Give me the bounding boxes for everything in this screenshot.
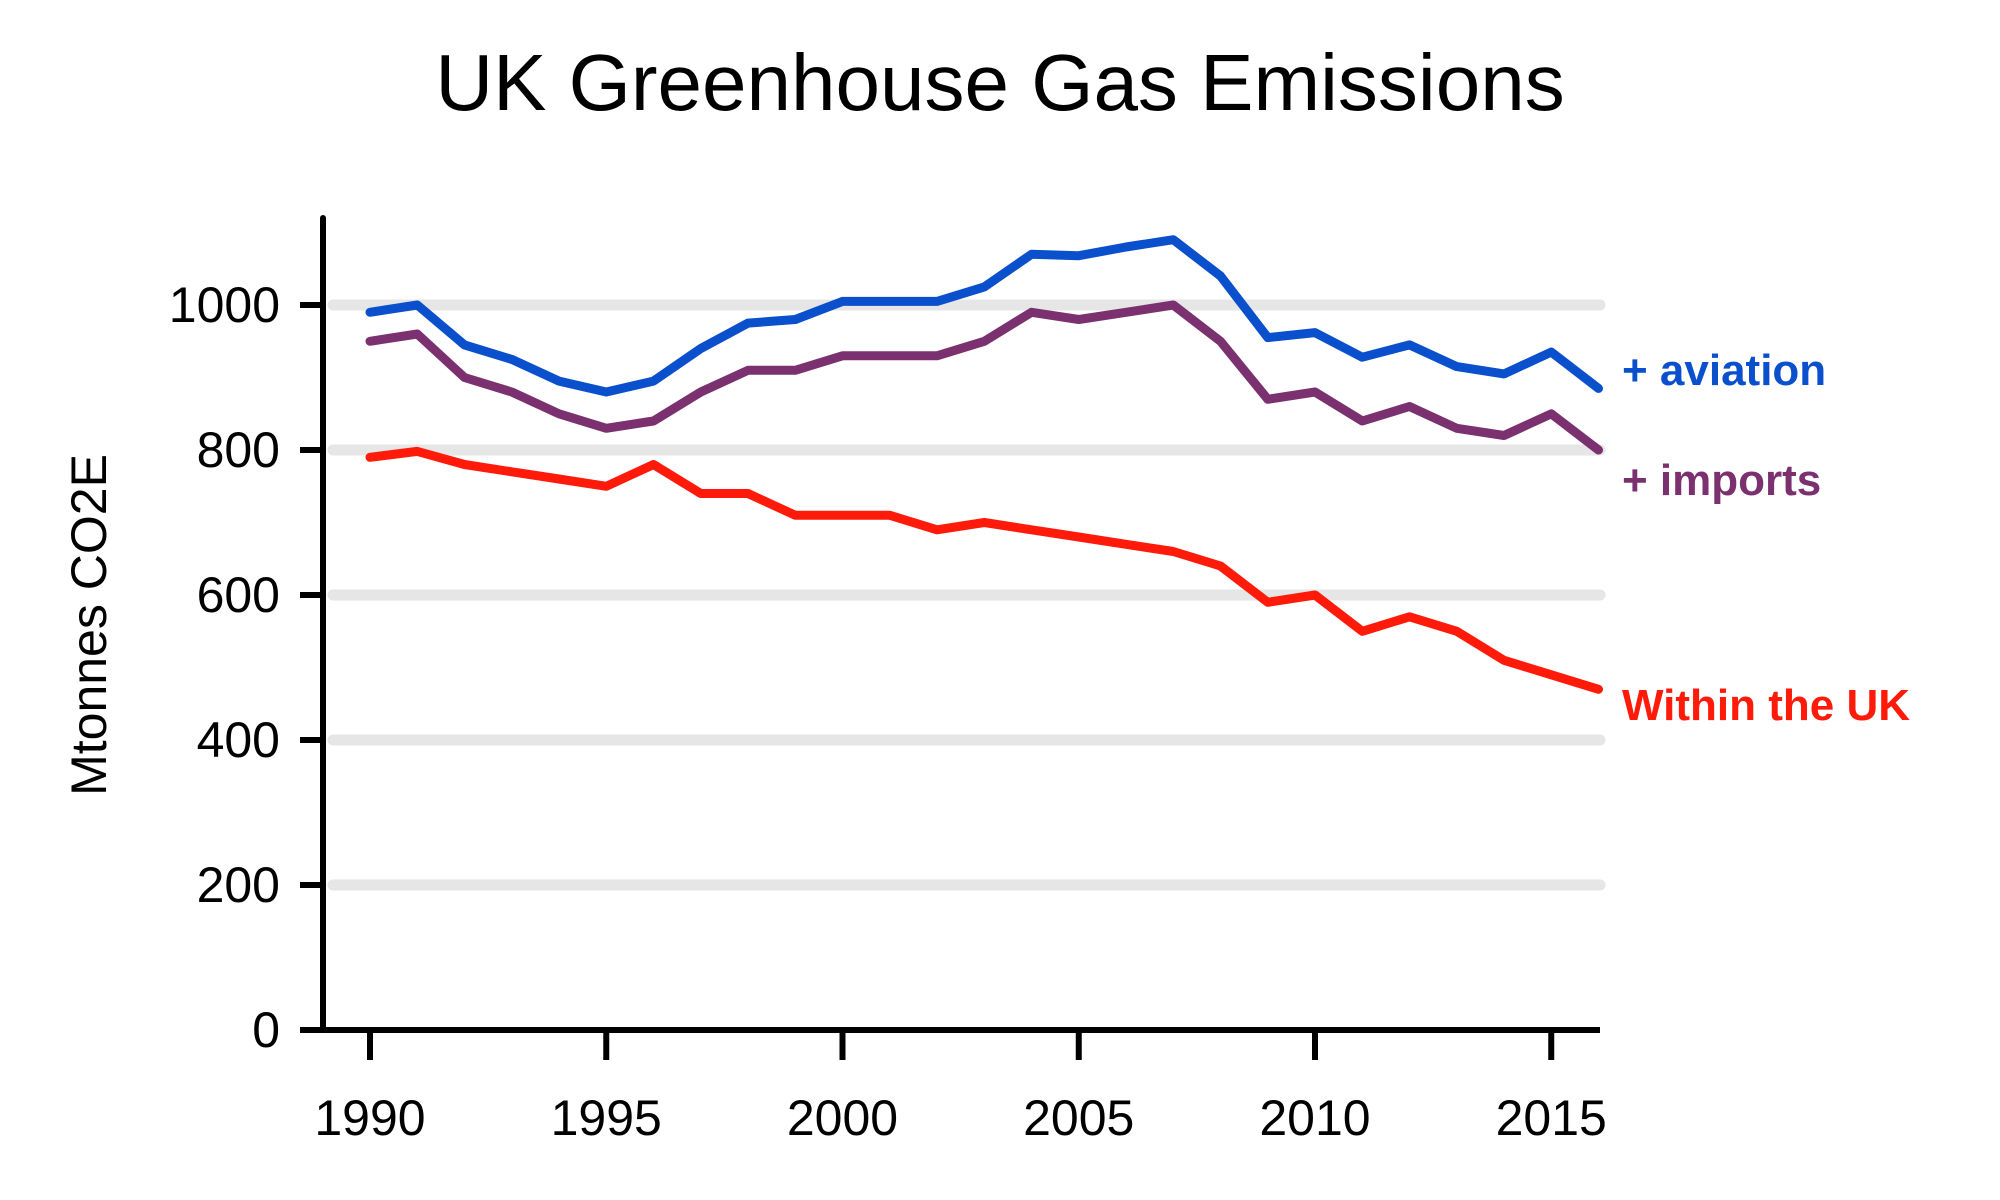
- x-tick-label-2015: 2015: [1496, 1090, 1607, 1146]
- series-line-imports: [365, 300, 1603, 455]
- y-tick-label-0: 0: [252, 1002, 280, 1058]
- x-tick-label-2010: 2010: [1259, 1090, 1370, 1146]
- gridlines: [327, 299, 1606, 891]
- series-line-within-the-uk: [365, 446, 1603, 694]
- chart-title: UK Greenhouse Gas Emissions: [435, 38, 1564, 127]
- y-tick-label-800: 800: [197, 422, 280, 478]
- series-label-imports: + imports: [1622, 456, 1821, 505]
- y-tick-label-200: 200: [197, 857, 280, 913]
- series-labels: + aviation + imports Within the UK: [1622, 346, 1910, 730]
- series-label-aviation: + aviation: [1622, 346, 1826, 395]
- y-axis-label: Mtonnes CO2E: [61, 454, 117, 796]
- y-tick-label-400: 400: [197, 712, 280, 768]
- y-tick-label-1000: 1000: [169, 277, 280, 333]
- y-tick-label-600: 600: [197, 567, 280, 623]
- series-label-within-the-uk: Within the UK: [1622, 681, 1910, 730]
- series-lines: [365, 235, 1603, 694]
- series-line-aviation: [365, 235, 1603, 397]
- axes: [300, 215, 1600, 1060]
- x-tick-label-2005: 2005: [1023, 1090, 1134, 1146]
- tick-labels: 0 200 400 600 800 1000 1990 1995 2000 2005 2010 201…: [169, 277, 1607, 1146]
- x-tick-label-1990: 1990: [314, 1090, 425, 1146]
- x-tick-label-2000: 2000: [787, 1090, 898, 1146]
- x-tick-label-1995: 1995: [551, 1090, 662, 1146]
